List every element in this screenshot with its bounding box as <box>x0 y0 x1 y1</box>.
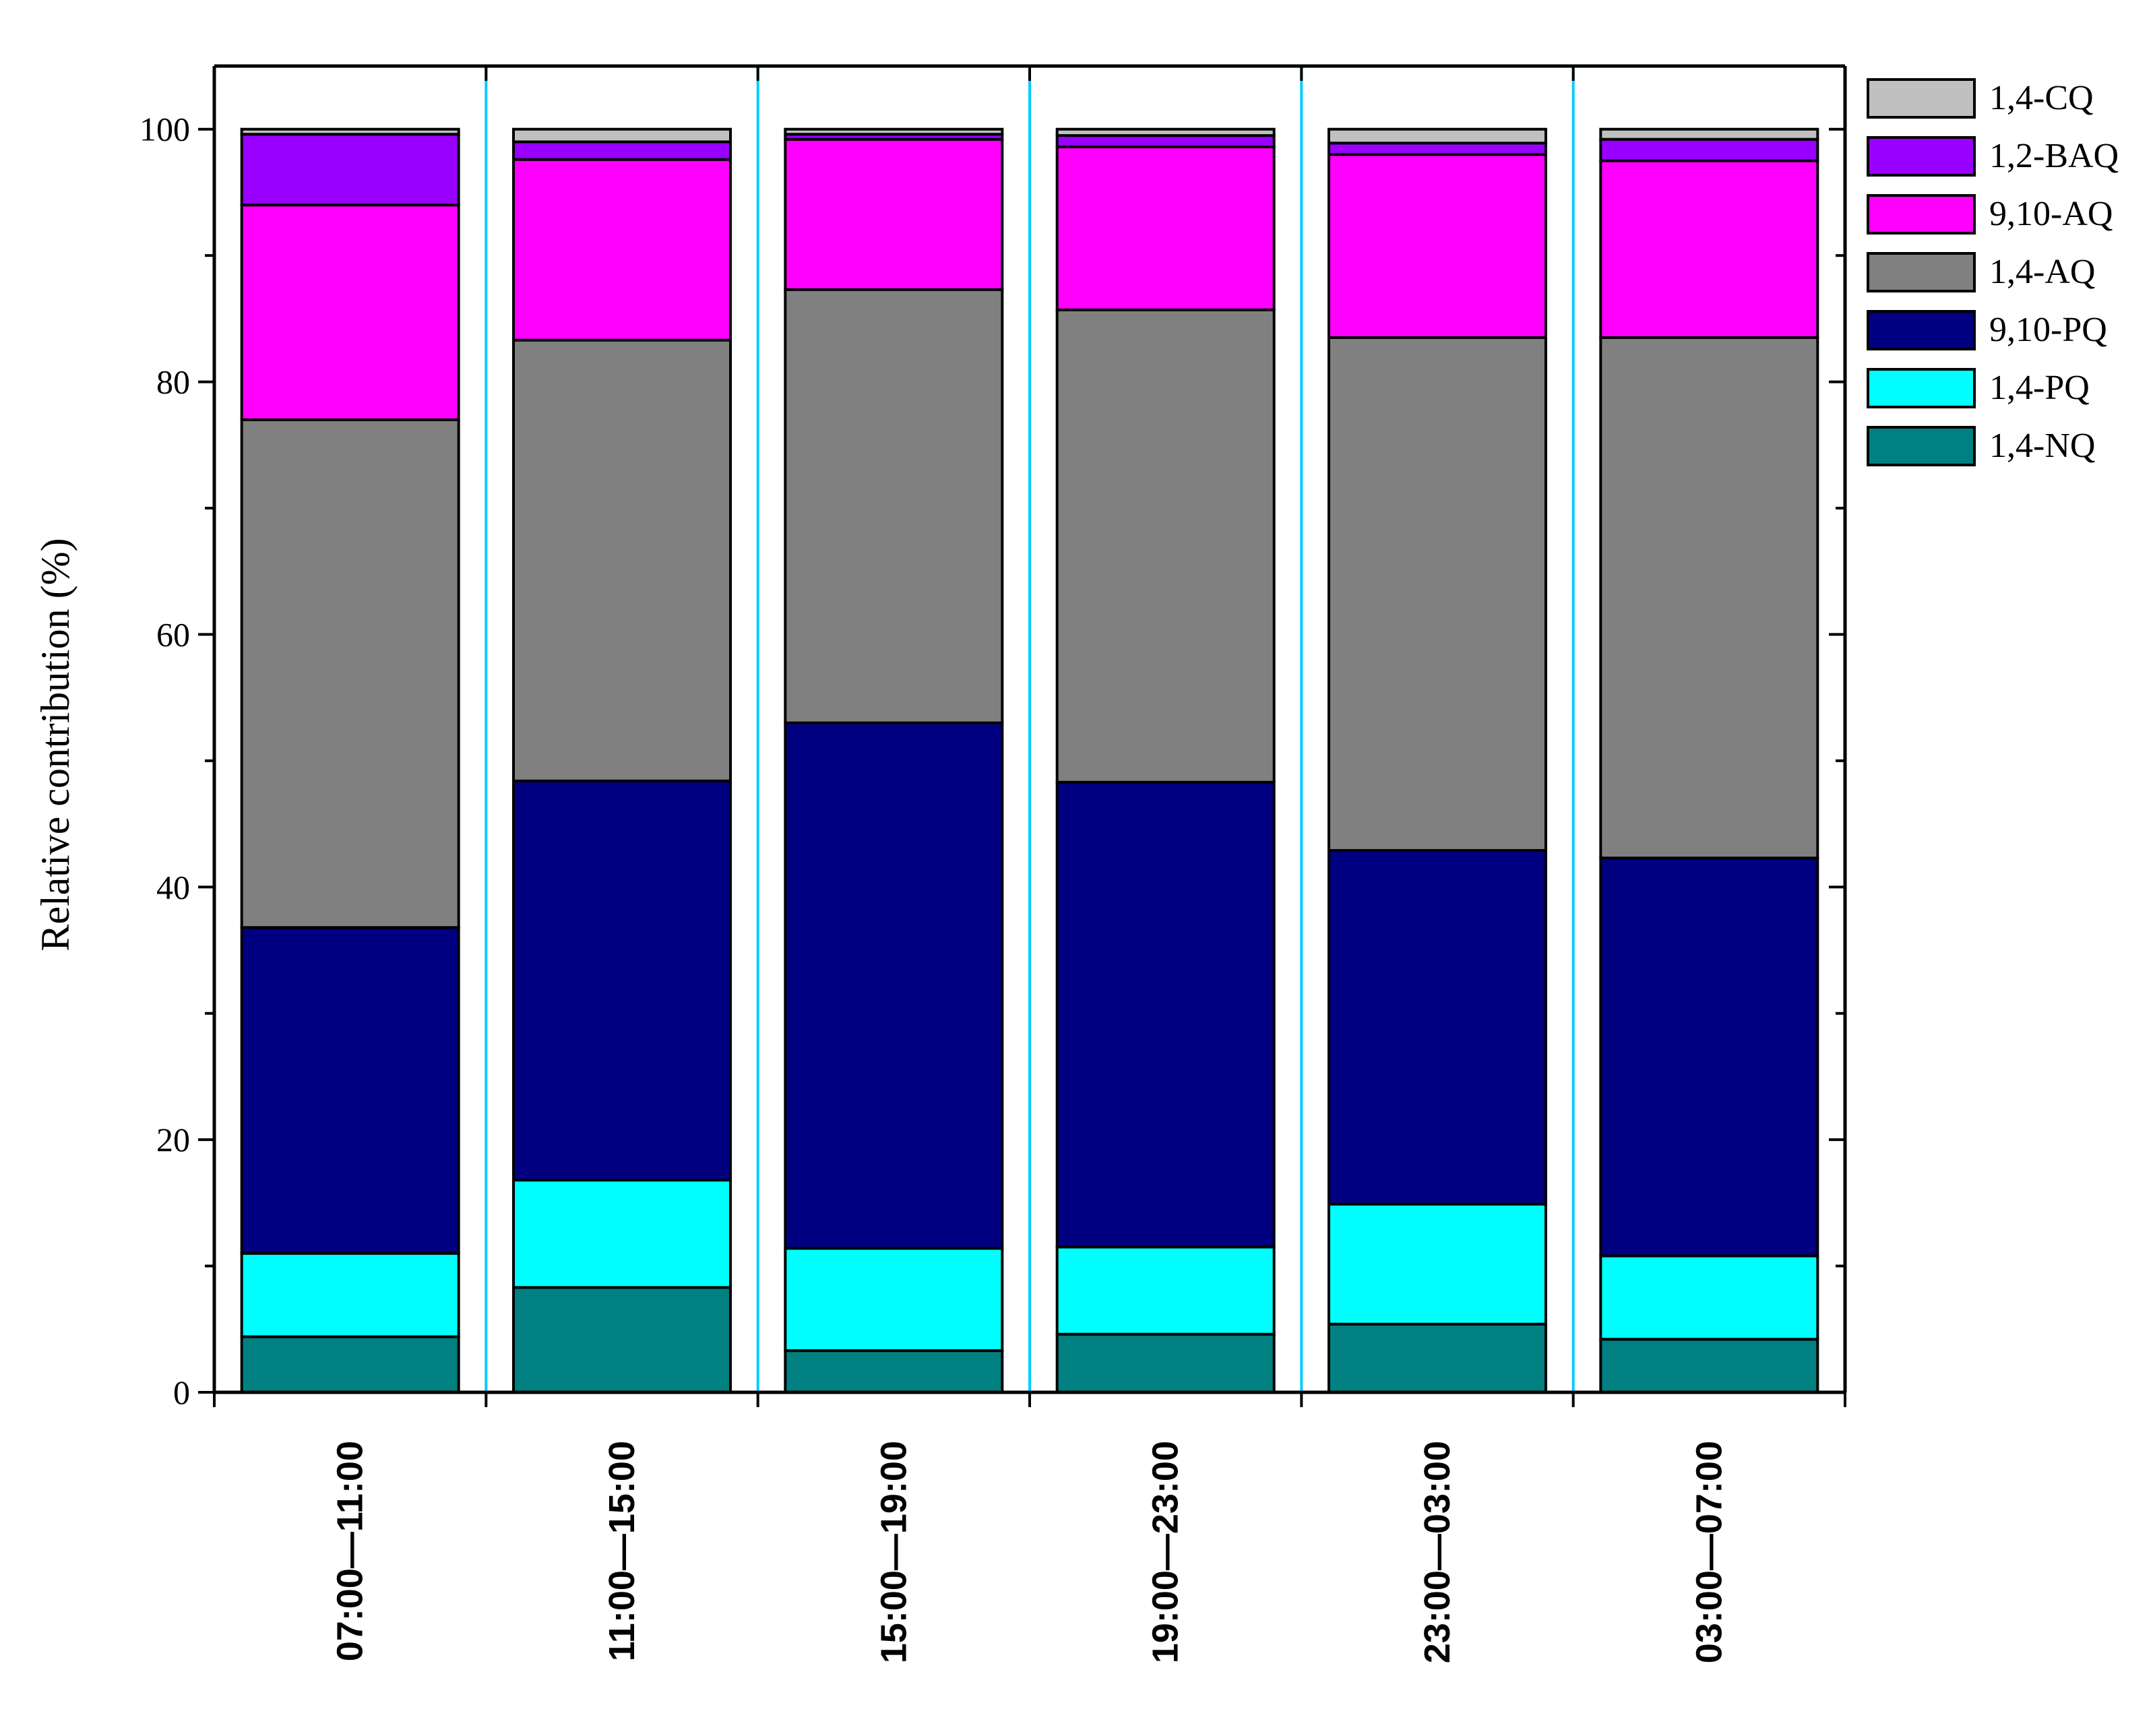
x-category-label: 03:00—07:00 <box>1689 1441 1729 1663</box>
bar-segment <box>1328 142 1547 156</box>
legend-label: 1,4-CQ <box>1989 79 2094 117</box>
bar-segment <box>1328 153 1547 339</box>
legend-label: 9,10-PQ <box>1989 311 2107 349</box>
legend-swatch <box>1867 194 1976 235</box>
bar-segment <box>512 1286 732 1394</box>
bar-segment <box>1599 1338 1819 1394</box>
legend-swatch <box>1867 310 1976 350</box>
legend-label: 1,4-PQ <box>1989 369 2090 407</box>
bar-segment <box>1599 336 1819 860</box>
bar-stack <box>240 127 460 1394</box>
x-axis-ticks: 07:00—11:00 11:00—15:00 15:00—19:00 19:00—2… <box>213 66 1846 1663</box>
bar-stack <box>784 127 1004 1394</box>
bar-segment <box>1055 127 1276 137</box>
bar-segment <box>1599 137 1819 162</box>
legend-item: 1,4-PQ <box>1867 368 2090 408</box>
bar-stack <box>1055 127 1276 1394</box>
bar-segment <box>240 204 460 421</box>
legend-item: 1,4-CQ <box>1867 78 2094 119</box>
legend-swatch <box>1867 426 1976 466</box>
bar-segment <box>1055 1332 1276 1394</box>
bar-stack <box>1328 127 1547 1394</box>
bar-segment <box>784 1247 1004 1353</box>
bar-segment <box>240 418 460 929</box>
y-axis-title: Relative contribution (%) <box>33 538 77 951</box>
legend-item: 9,10-PQ <box>1867 310 2107 350</box>
bar-segment <box>1599 857 1819 1258</box>
bar-stack <box>1599 127 1819 1394</box>
legend-item: 1,2-BAQ <box>1867 136 2119 177</box>
bar-segment <box>1328 1322 1547 1394</box>
bar-stack <box>512 127 732 1394</box>
bar-segment <box>1055 134 1276 148</box>
bar-stacks <box>240 127 1819 1394</box>
category-separators <box>485 66 1575 1392</box>
bar-segment <box>1328 1202 1547 1326</box>
bar-segment <box>784 137 1004 291</box>
bar-segment <box>1599 1254 1819 1341</box>
x-category-label: 11:00—15:00 <box>602 1441 642 1661</box>
bar-segment <box>240 127 460 136</box>
legend-label: 1,2-BAQ <box>1989 137 2119 175</box>
legend-item: 1,4-NQ <box>1867 426 2095 466</box>
bar-segment <box>1328 848 1547 1206</box>
legend-label: 1,4-AQ <box>1989 253 2095 291</box>
bar-segment <box>512 158 732 342</box>
bar-segment <box>1599 159 1819 339</box>
y-tick-label: 100 <box>139 111 190 148</box>
legend-swatch <box>1867 136 1976 177</box>
x-category-label: 19:00—23:00 <box>1146 1441 1186 1663</box>
legend-swatch <box>1867 368 1976 408</box>
legend-swatch <box>1867 252 1976 292</box>
legend-item: 1,4-AQ <box>1867 252 2095 292</box>
y-tick-label: 80 <box>156 363 190 401</box>
bar-segment <box>240 926 460 1255</box>
bar-segment <box>1055 145 1276 311</box>
bar-segment <box>784 1349 1004 1394</box>
x-category-label: 15:00—19:00 <box>873 1441 914 1663</box>
bar-segment <box>512 127 732 144</box>
y-axis-ticks: 0 20 40 60 80 100 <box>139 111 1845 1411</box>
legend-label: 1,4-NQ <box>1989 427 2095 465</box>
y-tick-label: 20 <box>156 1121 190 1158</box>
bar-segment <box>784 721 1004 1250</box>
y-tick-label: 40 <box>156 868 190 906</box>
bar-segment <box>1328 127 1547 145</box>
y-tick-label: 60 <box>156 615 190 653</box>
x-category-label: 07:00—11:00 <box>330 1441 371 1661</box>
bar-segment <box>512 338 732 782</box>
bar-segment <box>1055 308 1276 784</box>
bar-segment <box>1328 336 1547 852</box>
bar-segment <box>240 1335 460 1394</box>
y-tick-label: 0 <box>173 1373 190 1411</box>
bar-segment <box>512 1179 732 1289</box>
legend: 1,4-CQ 1,2-BAQ 9,10-AQ 1,4-AQ 9,10-PQ 1,4-PQ 1… <box>1867 78 2119 466</box>
legend-item: 9,10-AQ <box>1867 194 2113 235</box>
bar-segment <box>240 133 460 207</box>
bar-segment <box>1055 780 1276 1249</box>
legend-swatch <box>1867 78 1976 119</box>
bar-segment <box>1599 127 1819 141</box>
bar-segment <box>512 779 732 1182</box>
bar-segment <box>512 140 732 161</box>
bar-segment <box>240 1251 460 1338</box>
x-category-label: 23:00—03:00 <box>1417 1441 1458 1663</box>
bar-segment <box>784 127 1004 136</box>
legend-label: 9,10-AQ <box>1989 195 2113 233</box>
bar-segment <box>784 288 1004 724</box>
bar-segment <box>1055 1245 1276 1336</box>
